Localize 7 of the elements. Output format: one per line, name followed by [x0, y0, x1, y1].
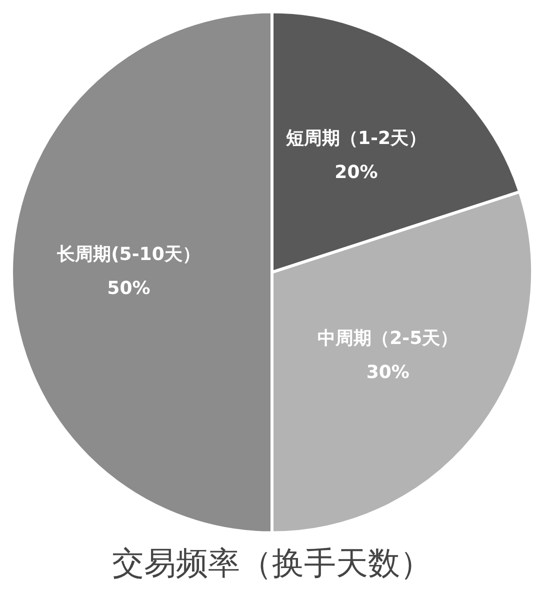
data-label: 50% — [107, 278, 150, 299]
data-label: 20% — [334, 162, 378, 184]
data-label: 30% — [366, 362, 410, 384]
slice-label: 中周期（2-5天） — [318, 328, 458, 350]
slice-label: 短周期（1-2天） — [284, 128, 426, 150]
slice-label: 长周期(5-10天） — [56, 244, 200, 265]
text: 交易频率（换手天数） — [112, 544, 432, 582]
